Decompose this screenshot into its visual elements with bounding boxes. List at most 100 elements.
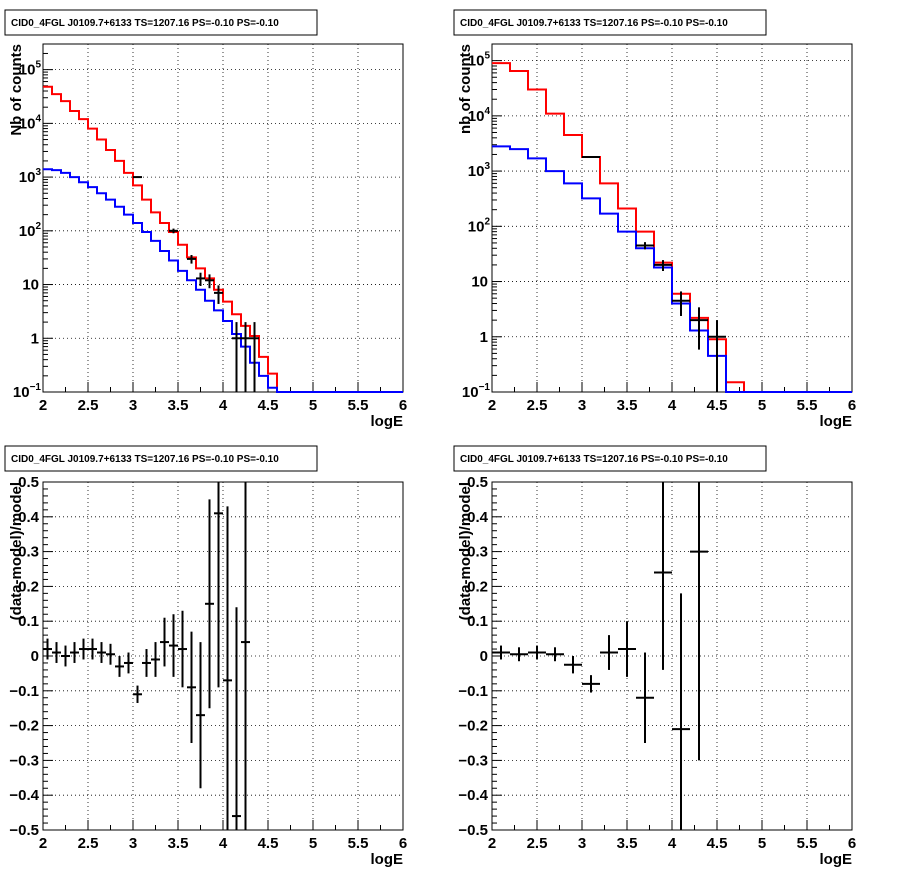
chart-title: CID0_4FGL J0109.7+6133 TS=1207.16 PS=-0.… <box>11 18 279 29</box>
x-axis-label: logE <box>371 413 404 430</box>
data-point <box>690 482 708 761</box>
y-tick-label: −0.3 <box>9 752 39 769</box>
x-tick-label: 3.5 <box>617 835 638 852</box>
y-tick-label: 1 <box>480 329 488 346</box>
data-point <box>133 176 142 179</box>
y-axis-label: Nb of counts <box>8 44 25 136</box>
y-tick-base: 10 <box>468 53 485 70</box>
x-tick-label: 5 <box>309 397 317 414</box>
y-tick-base: 10 <box>462 384 479 401</box>
y-tick-label: 0.5 <box>18 474 39 491</box>
x-tick-label: 4.5 <box>258 835 279 852</box>
data-point <box>205 499 214 709</box>
y-tick-label: 10−1 <box>462 382 491 401</box>
data-point <box>492 645 510 660</box>
component-model-histogram <box>43 168 403 393</box>
title-box <box>453 9 767 36</box>
x-tick-label: 5.5 <box>797 397 818 414</box>
x-tick-label: 3.5 <box>168 397 189 414</box>
y-tick-label: 0.1 <box>467 613 488 630</box>
x-tick-label: 2 <box>488 397 496 414</box>
chart-panel-2: CID0_4FGL J0109.7+6133 TS=1207.16 PS=-0.… <box>453 9 856 430</box>
x-tick-label: 3 <box>578 835 586 852</box>
x-tick-label: 3 <box>129 835 137 852</box>
x-axis-label: logE <box>820 851 853 868</box>
y-tick-base: 10 <box>19 223 36 240</box>
y-tick-label: −0.5 <box>9 822 39 839</box>
data-point <box>546 647 564 662</box>
y-tick-label: −0.4 <box>9 787 39 804</box>
chart-title: CID0_4FGL J0109.7+6133 TS=1207.16 PS=-0.… <box>460 18 728 29</box>
y-tick-label: 10 <box>471 274 488 291</box>
data-point <box>106 643 115 665</box>
y-tick-exponent: 4 <box>484 106 490 117</box>
y-tick-label: 0.4 <box>467 509 489 526</box>
y-tick-base: 10 <box>468 108 485 125</box>
x-tick-label: 5.5 <box>348 835 369 852</box>
y-tick-base: 10 <box>468 218 485 235</box>
y-tick-base: 10 <box>19 169 36 186</box>
x-tick-label: 2.5 <box>78 397 99 414</box>
y-tick-label: −0.2 <box>9 718 39 735</box>
y-tick-exponent: 3 <box>35 167 41 178</box>
data-point <box>690 307 708 350</box>
x-tick-label: 4.5 <box>258 397 279 414</box>
x-tick-label: 6 <box>848 397 856 414</box>
x-axis-label: logE <box>371 851 404 868</box>
data-point <box>564 656 582 674</box>
y-tick-label: 0.4 <box>18 509 40 526</box>
y-tick-label: 0.3 <box>467 544 488 561</box>
data-point <box>528 645 546 660</box>
data-point <box>582 155 600 158</box>
x-tick-label: 5.5 <box>348 397 369 414</box>
x-tick-label: 2 <box>39 397 47 414</box>
data-point <box>214 482 223 688</box>
chart-panel-3: CID0_4FGL J0109.7+6133 TS=1207.16 PS=-0.… <box>4 445 407 868</box>
data-point <box>115 656 124 677</box>
data-point <box>654 482 672 670</box>
data-point <box>654 260 672 271</box>
data-point <box>232 607 241 830</box>
y-tick-label: −0.4 <box>458 787 488 804</box>
y-tick-label: −0.5 <box>458 822 488 839</box>
data-point <box>672 593 690 830</box>
x-tick-label: 6 <box>399 397 407 414</box>
data-point <box>52 642 61 663</box>
x-tick-label: 3 <box>578 397 586 414</box>
data-point <box>187 254 196 264</box>
y-tick-label: −0.1 <box>458 683 488 700</box>
x-tick-label: 6 <box>848 835 856 852</box>
title-box <box>4 445 318 472</box>
y-tick-label: 0.1 <box>18 613 39 630</box>
data-point <box>97 642 106 663</box>
y-axis-label: (data-model)/model <box>8 482 25 620</box>
y-tick-exponent: 2 <box>35 221 41 232</box>
data-point <box>618 621 636 677</box>
y-tick-exponent: 5 <box>35 60 41 71</box>
data-point <box>133 685 142 703</box>
y-tick-label: 0.2 <box>467 578 488 595</box>
y-tick-label: 103 <box>468 161 491 180</box>
y-tick-label: −0.2 <box>458 718 488 735</box>
y-tick-label: −0.3 <box>458 752 488 769</box>
data-point <box>70 642 79 663</box>
data-point <box>196 272 205 287</box>
x-tick-label: 6 <box>399 835 407 852</box>
data-point <box>142 649 151 677</box>
y-tick-label: 0.2 <box>18 578 39 595</box>
y-tick-base: 10 <box>19 62 36 79</box>
y-tick-label: 105 <box>19 60 42 79</box>
x-tick-label: 4 <box>668 835 677 852</box>
data-point <box>232 322 241 392</box>
y-tick-base: 10 <box>19 115 36 132</box>
data-point <box>169 228 178 234</box>
y-tick-label: 10 <box>22 277 39 294</box>
data-point <box>600 635 618 670</box>
x-tick-label: 5 <box>309 835 317 852</box>
data-point <box>205 274 214 289</box>
data-point <box>79 638 88 660</box>
chart-panel-1: CID0_4FGL J0109.7+6133 TS=1207.16 PS=-0.… <box>4 9 407 430</box>
y-tick-label: 103 <box>19 167 42 186</box>
y-tick-exponent: 3 <box>484 161 490 172</box>
